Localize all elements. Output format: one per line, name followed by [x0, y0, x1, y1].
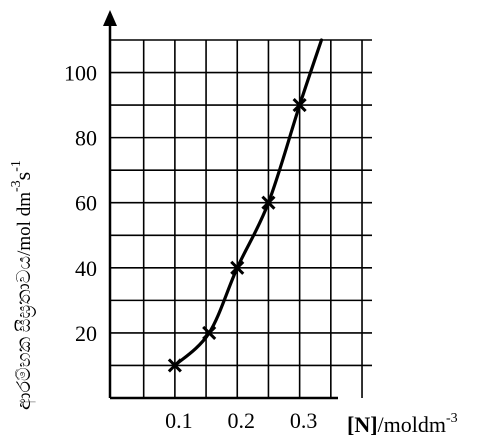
y-tick-label: 60	[75, 191, 97, 216]
grid-lines	[110, 39, 372, 398]
x-tick-label: 0.2	[228, 408, 256, 433]
marker-stroke	[292, 98, 307, 113]
y-tick-label: 20	[75, 321, 97, 346]
y-tick-label: 40	[75, 256, 97, 281]
marker-stroke	[167, 358, 182, 373]
data-point-marker	[167, 358, 182, 373]
tick-labels: 20 40 60 80 100 0.1 0.2 0.3	[64, 61, 317, 433]
y-tick-label: 100	[64, 61, 97, 86]
y-axis-arrow	[103, 10, 117, 26]
data-markers	[167, 98, 307, 373]
x-axis-label: [N]/moldm-3	[347, 411, 458, 437]
marker-stroke	[261, 195, 276, 210]
marker-stroke	[230, 260, 245, 275]
x-tick-label: 0.1	[165, 408, 193, 433]
y-tick-label: 80	[75, 126, 97, 151]
x-tick-label: 0.3	[290, 408, 318, 433]
axes	[103, 10, 338, 400]
data-point-marker	[202, 325, 217, 340]
data-point-marker	[230, 260, 245, 275]
data-point-marker	[261, 195, 276, 210]
y-axis-label: ආරම්භක සීඝ්‍රතාවය/mol dm-3s-1	[9, 160, 36, 410]
marker-stroke	[202, 325, 217, 340]
data-point-marker	[292, 98, 307, 113]
